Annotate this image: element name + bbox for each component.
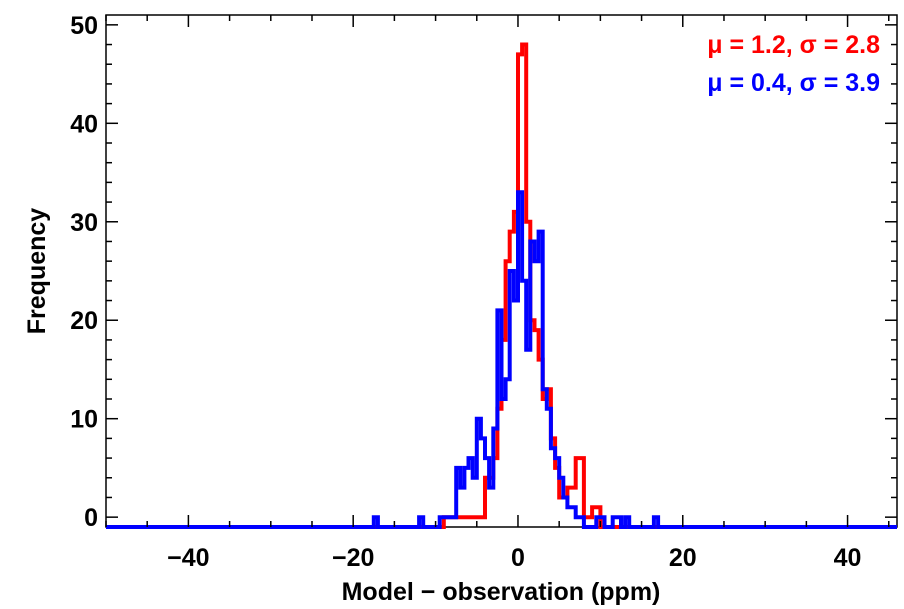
y-axis-label: Frequency xyxy=(23,208,51,335)
red-series-stats: μ = 1.2, σ = 2.8 xyxy=(707,31,880,59)
y-tick-label: 40 xyxy=(70,110,98,138)
y-tick-label: 0 xyxy=(84,504,98,532)
histogram-series-0 xyxy=(106,42,897,529)
y-tick-label: 10 xyxy=(70,406,98,434)
y-tick-label: 50 xyxy=(70,12,98,40)
y-tick-label: 30 xyxy=(70,209,98,237)
x-tick-label: 0 xyxy=(511,544,525,572)
x-tick-label: 20 xyxy=(669,544,697,572)
x-tick-label: −20 xyxy=(332,544,374,572)
series-layer xyxy=(106,42,897,529)
x-axis-label: Model − observation (ppm) xyxy=(342,578,661,606)
histogram-series-1 xyxy=(106,190,897,529)
x-tick-label: −40 xyxy=(167,544,209,572)
plot-frame xyxy=(105,14,898,528)
x-tick-label: 40 xyxy=(834,544,862,572)
blue-series-stats: μ = 0.4, σ = 3.9 xyxy=(707,69,880,97)
y-tick-label: 20 xyxy=(70,307,98,335)
axis-layer: −40 −20 0 20 40 0 10 20 30 40 50 xyxy=(70,12,897,572)
